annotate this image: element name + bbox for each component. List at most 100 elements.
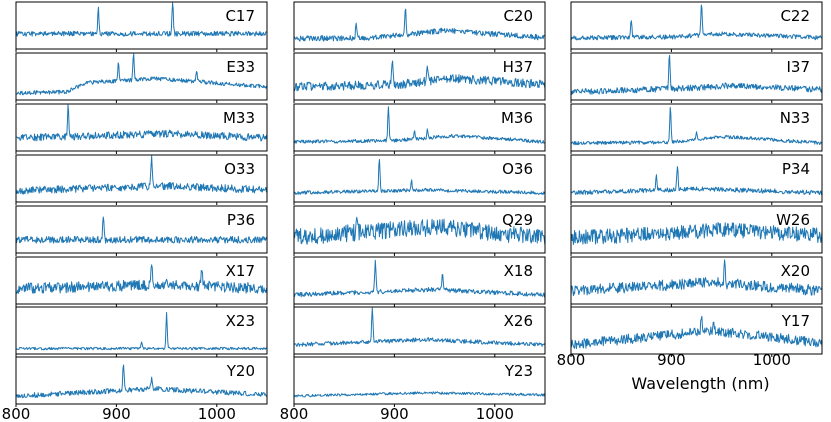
spectrum-line-X18 (293, 259, 546, 298)
spectrum-line-E33 (15, 53, 268, 96)
subplot-P34: P34 (570, 154, 823, 205)
subplot-label: X20 (781, 262, 810, 280)
x-tick-label: 1000 (753, 351, 791, 369)
subplot-frame (293, 154, 546, 203)
subplot-label: O36 (502, 160, 533, 178)
subplot-C20: C20 (293, 1, 546, 52)
subplot-frame (293, 205, 546, 254)
subplot-frame (15, 356, 268, 405)
spectrum-line-X26 (293, 307, 546, 347)
subplot-label: W26 (776, 211, 810, 229)
spectrum-line-O33 (15, 155, 268, 195)
subplot-Y20: Y20 (15, 356, 268, 407)
subplot-C22: C22 (570, 1, 823, 52)
subplot-W26: W26 (570, 205, 823, 256)
subplot-Y17: Y17 (570, 306, 823, 357)
subplot-label: X26 (504, 312, 533, 330)
spectrum-line-C20 (293, 8, 546, 42)
subplot-frame (15, 154, 268, 203)
subplot-X18: X18 (293, 256, 546, 307)
subplot-frame (570, 1, 823, 50)
spectrum-line-P34 (570, 166, 823, 196)
subplot-label: M36 (501, 109, 533, 127)
spectrum-line-P36 (15, 216, 268, 244)
subplot-label: X18 (504, 262, 533, 280)
x-tick-label: 900 (657, 351, 686, 369)
subplot-frame (570, 154, 823, 203)
subplot-X23: X23 (15, 306, 268, 357)
subplot-label: E33 (226, 58, 255, 76)
spectrum-line-C17 (15, 2, 268, 37)
subplot-frame (15, 52, 268, 101)
subplot-Q29: Q29 (293, 205, 546, 256)
spectrum-line-M36 (293, 106, 546, 144)
subplot-frame (293, 52, 546, 101)
subplot-label: N33 (780, 109, 810, 127)
spectrum-line-Y23 (293, 391, 546, 398)
subplot-frame (15, 1, 268, 50)
spectrum-line-X20 (570, 259, 823, 297)
spectrum-line-I37 (570, 54, 823, 95)
subplot-frame (293, 256, 546, 305)
subplot-frame (570, 52, 823, 101)
x-tick-label: 800 (2, 405, 31, 422)
x-tick-label: 800 (280, 405, 309, 422)
subplot-label: X17 (226, 262, 255, 280)
subplot-frame (570, 103, 823, 152)
spectrum-line-Y17 (570, 315, 823, 350)
subplot-M33: M33 (15, 103, 268, 154)
subplot-X26: X26 (293, 306, 546, 357)
subplot-label: O33 (224, 160, 255, 178)
spectrum-line-W26 (570, 221, 823, 245)
subplot-label: X23 (226, 312, 255, 330)
spectrum-line-M33 (15, 104, 268, 142)
x-tick-label: 900 (102, 405, 131, 422)
subplot-X17: X17 (15, 256, 268, 307)
subplot-label: C20 (503, 7, 533, 25)
subplot-frame (293, 103, 546, 152)
spectrum-line-O36 (293, 159, 546, 195)
subplot-frame (15, 256, 268, 305)
subplot-frame (293, 1, 546, 50)
spectrum-line-N33 (570, 106, 823, 146)
subplot-label: Y20 (226, 362, 255, 380)
subplot-I37: I37 (570, 52, 823, 103)
subplot-frame (570, 306, 823, 355)
subplot-M36: M36 (293, 103, 546, 154)
subplot-Y23: Y23 (293, 356, 546, 407)
subplot-O36: O36 (293, 154, 546, 205)
subplot-frame (293, 356, 546, 405)
subplot-P36: P36 (15, 205, 268, 256)
x-tick-label: 1000 (476, 405, 514, 422)
spectrum-line-X23 (15, 311, 268, 351)
subplot-O33: O33 (15, 154, 268, 205)
x-tick-label: 1000 (198, 405, 236, 422)
spectrum-line-X17 (15, 264, 268, 294)
subplot-frame (293, 306, 546, 355)
subplot-label: P36 (227, 211, 255, 229)
subplot-X20: X20 (570, 256, 823, 307)
subplot-label: P34 (782, 160, 810, 178)
x-axis-label: Wavelength (nm) (631, 374, 769, 393)
subplot-frame (570, 256, 823, 305)
subplot-label: M33 (223, 109, 255, 127)
subplot-frame (15, 103, 268, 152)
x-tick-label: 900 (380, 405, 409, 422)
subplot-N33: N33 (570, 103, 823, 154)
subplot-label: I37 (786, 58, 810, 76)
x-tick-label: 800 (557, 351, 586, 369)
spectrum-line-Y20 (15, 364, 268, 399)
subplot-label: Y23 (504, 362, 533, 380)
subplot-label: C17 (225, 7, 255, 25)
subplot-label: Y17 (781, 312, 810, 330)
spectrum-line-H37 (293, 60, 546, 92)
subplot-frame (15, 306, 268, 355)
subplot-H37: H37 (293, 52, 546, 103)
spectrum-line-C22 (570, 4, 823, 41)
subplot-label: C22 (780, 7, 810, 25)
subplot-label: H37 (503, 58, 533, 76)
subplot-C17: C17 (15, 1, 268, 52)
subplot-E33: E33 (15, 52, 268, 103)
subplot-label: Q29 (502, 211, 533, 229)
